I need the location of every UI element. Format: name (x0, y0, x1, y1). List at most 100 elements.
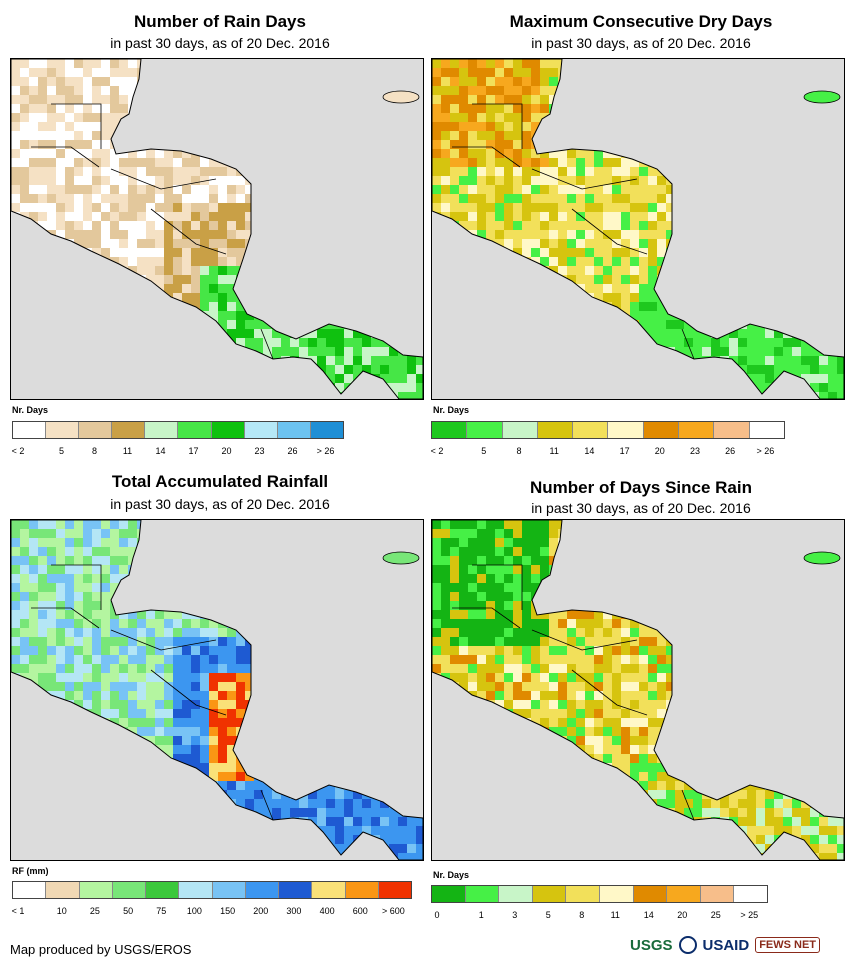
map-cell (639, 176, 648, 185)
map-cell (675, 365, 684, 374)
map-cell (128, 709, 137, 718)
map-cell (119, 347, 128, 356)
map-cell (792, 77, 801, 86)
map-cell (380, 248, 389, 257)
map-cell (272, 628, 281, 637)
map-cell (837, 59, 844, 68)
map-cell (272, 194, 281, 203)
map-cell (146, 691, 155, 700)
map-cell (441, 365, 450, 374)
map-cell (155, 538, 164, 547)
map-cell (272, 655, 281, 664)
map-cell (398, 664, 407, 673)
map-cell (504, 86, 513, 95)
map-cell (353, 781, 362, 790)
map-cell (164, 356, 173, 365)
map-cell (200, 628, 209, 637)
map-cell (326, 68, 335, 77)
map-cell (110, 520, 119, 529)
map-cell (299, 311, 308, 320)
map-cell (837, 248, 844, 257)
map-cell (137, 592, 146, 601)
map-cell (407, 637, 416, 646)
map-cell (380, 365, 389, 374)
map-cell (702, 131, 711, 140)
map-cell (630, 131, 639, 140)
map-cell (353, 347, 362, 356)
map-cell (182, 709, 191, 718)
map-cell (684, 158, 693, 167)
map-cell (353, 293, 362, 302)
map-cell (495, 59, 504, 68)
map-cell (263, 158, 272, 167)
map-cell (11, 230, 20, 239)
map-cell (702, 302, 711, 311)
map-cell (585, 248, 594, 257)
map-cell (612, 329, 621, 338)
map-cell (603, 284, 612, 293)
map-cell (495, 95, 504, 104)
map-cell (164, 167, 173, 176)
map-cell (110, 365, 119, 374)
map-cell (29, 59, 38, 68)
map-cell (344, 275, 353, 284)
map-cell (380, 122, 389, 131)
map-cell (263, 212, 272, 221)
map-cell (200, 185, 209, 194)
map-cell (191, 68, 200, 77)
map-cell (783, 347, 792, 356)
map-cell (155, 628, 164, 637)
map-cell (308, 520, 317, 529)
map-cell (209, 583, 218, 592)
map-cell (209, 619, 218, 628)
map-cell (549, 374, 558, 383)
map-cell (801, 158, 810, 167)
map-cell (657, 158, 666, 167)
map-cell (272, 203, 281, 212)
map-cell (317, 709, 326, 718)
map-cell (335, 754, 344, 763)
map-cell (65, 338, 74, 347)
map-cell (765, 248, 774, 257)
map-svg (432, 59, 844, 399)
map-cell (128, 365, 137, 374)
map-cell (119, 592, 128, 601)
map-cell (101, 601, 110, 610)
map-cell (495, 203, 504, 212)
map-cell (92, 790, 101, 799)
map-cell (209, 772, 218, 781)
panel-total-rainfall: Total Accumulated Rainfall in past 30 da… (10, 470, 430, 940)
map-cell (272, 347, 281, 356)
map-cell (486, 302, 495, 311)
map-cell (38, 311, 47, 320)
map-cell (92, 356, 101, 365)
map-cell (263, 293, 272, 302)
map-cell (200, 619, 209, 628)
map-cell (450, 68, 459, 77)
map-cell (281, 68, 290, 77)
map-cell (173, 131, 182, 140)
map-cell (11, 104, 20, 113)
map-cell (209, 592, 218, 601)
map-cell (416, 574, 423, 583)
map-cell (173, 68, 182, 77)
map-cell (74, 745, 83, 754)
map-cell (630, 347, 639, 356)
map-cell (164, 338, 173, 347)
map-cell (783, 374, 792, 383)
map-cell (110, 374, 119, 383)
map-cell (155, 781, 164, 790)
map-cell (137, 520, 146, 529)
map-cell (756, 131, 765, 140)
map-cell (398, 203, 407, 212)
map-cell (702, 95, 711, 104)
map-cell (83, 266, 92, 275)
map-cell (389, 77, 398, 86)
map-cell (20, 383, 29, 392)
map-cell (783, 257, 792, 266)
map-cell (675, 374, 684, 383)
map-cell (227, 601, 236, 610)
map-cell (119, 565, 128, 574)
map-cell (389, 329, 398, 338)
map-cell (432, 374, 441, 383)
